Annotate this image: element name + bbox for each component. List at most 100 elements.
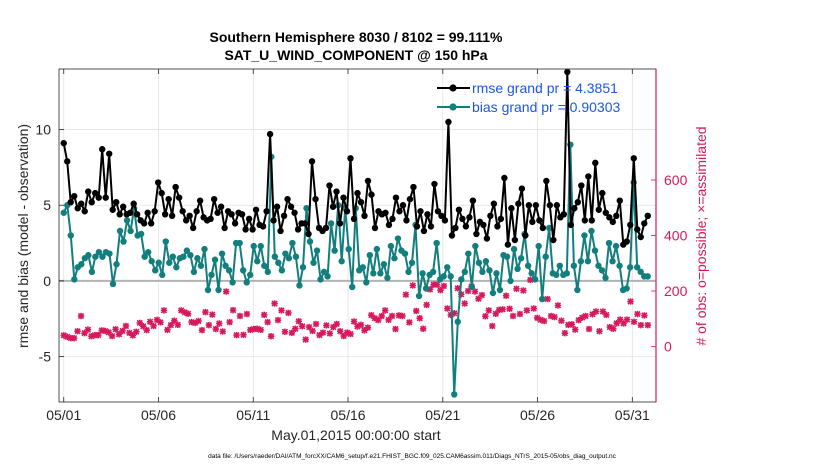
obs-assimilated-marker	[95, 331, 102, 339]
obs-assimilated-marker	[181, 309, 188, 316]
rmse-point	[60, 139, 67, 147]
rmse-point	[301, 220, 309, 227]
rmse-point	[413, 223, 421, 230]
rmse-point	[231, 220, 239, 227]
obs-assimilated-marker	[233, 331, 240, 339]
x-tick-label: 05/26	[520, 407, 555, 423]
rmse-point	[599, 189, 606, 197]
obs-assimilated-marker	[523, 307, 530, 314]
obs-assimilated-marker	[364, 324, 371, 331]
obs-assimilated-marker	[171, 317, 178, 324]
y-right-tick-label: 600	[664, 172, 688, 188]
rmse-point	[112, 199, 120, 206]
obs-assimilated-marker	[191, 319, 199, 327]
bias-point	[85, 251, 92, 259]
bias-point	[313, 247, 321, 254]
bias-point	[109, 280, 117, 288]
obs-assimilated-marker	[119, 327, 126, 335]
rmse-point	[539, 224, 547, 232]
bias-point	[626, 264, 634, 271]
bias-point	[324, 273, 331, 280]
rmse-point	[217, 203, 225, 210]
bias-point	[486, 267, 493, 274]
rmse-point	[154, 179, 162, 186]
bias-point	[169, 253, 176, 260]
bias-point	[116, 227, 124, 235]
rmse-point	[448, 232, 456, 239]
obs-assimilated-marker	[309, 327, 316, 335]
obs-assimilated-marker	[302, 336, 309, 343]
bias-point	[254, 258, 261, 265]
bias-point	[429, 268, 437, 276]
x-tick-label: 05/21	[425, 407, 460, 423]
obs-assimilated-marker	[281, 328, 289, 335]
bias-point	[546, 224, 553, 232]
rmse-point	[161, 211, 169, 218]
rmse-point	[193, 208, 200, 215]
rmse-point	[602, 209, 609, 216]
bias-point	[528, 270, 535, 277]
rmse-point	[473, 230, 480, 238]
obs-assimilated-marker	[354, 323, 361, 330]
obs-assimilated-marker	[627, 298, 634, 305]
rmse-point	[553, 202, 561, 209]
rmse-point	[427, 223, 435, 230]
obs-assimilated-marker	[409, 282, 416, 289]
rmse-point	[92, 189, 99, 197]
bias-point	[78, 261, 85, 268]
bias-point	[609, 258, 616, 265]
rmse-point	[67, 199, 74, 206]
obs-assimilated-marker	[236, 312, 244, 320]
rmse-point	[179, 208, 186, 215]
bias-point	[148, 258, 155, 265]
rmse-point	[284, 195, 291, 203]
rmse-point	[459, 215, 466, 223]
obs-assimilated-marker	[295, 318, 302, 325]
rmse-point	[287, 203, 295, 210]
bias-point	[458, 276, 465, 283]
bias-point	[285, 255, 293, 262]
obs-assimilated-marker	[610, 325, 617, 332]
obs-assimilated-marker	[568, 321, 575, 328]
bias-point	[225, 267, 233, 274]
obs-assimilated-marker	[440, 282, 448, 290]
obs-assimilated-marker	[423, 301, 430, 309]
obs-assimilated-marker	[271, 300, 278, 307]
rmse-point	[182, 217, 190, 224]
rmse-point	[627, 221, 634, 229]
bias-point	[514, 265, 521, 272]
bias-point	[250, 242, 257, 250]
obs-assimilated-marker	[198, 327, 206, 334]
obs-assimilated-marker	[579, 314, 586, 321]
bias-point	[144, 248, 152, 256]
bias-point	[194, 255, 201, 262]
bias-point	[595, 262, 602, 269]
bias-point	[479, 268, 486, 276]
bias-point	[197, 262, 205, 269]
rmse-point	[354, 189, 361, 197]
bias-point	[408, 259, 416, 266]
obs-assimilated-marker	[264, 318, 271, 326]
obs-assimilated-marker	[174, 321, 181, 328]
rmse-point	[266, 130, 274, 138]
rmse-point	[263, 208, 270, 215]
obs-assimilated-marker	[485, 307, 492, 314]
rmse-point	[483, 235, 491, 242]
rmse-point	[616, 197, 623, 204]
rmse-point	[340, 194, 347, 201]
rmse-point	[305, 230, 312, 238]
rmse-point	[350, 215, 358, 223]
bias-point	[433, 239, 440, 247]
bias-point	[155, 259, 162, 266]
bias-point	[394, 235, 402, 242]
rmse-point	[564, 68, 571, 76]
rmse-point	[494, 223, 501, 230]
bias-point	[623, 285, 630, 292]
rmse-point	[581, 217, 589, 224]
obs-assimilated-marker	[205, 322, 213, 329]
rmse-point	[389, 215, 396, 223]
bias-point	[440, 273, 447, 280]
rmse-point	[445, 118, 452, 126]
rmse-point	[518, 185, 526, 192]
legend-rmse-marker	[449, 84, 457, 92]
